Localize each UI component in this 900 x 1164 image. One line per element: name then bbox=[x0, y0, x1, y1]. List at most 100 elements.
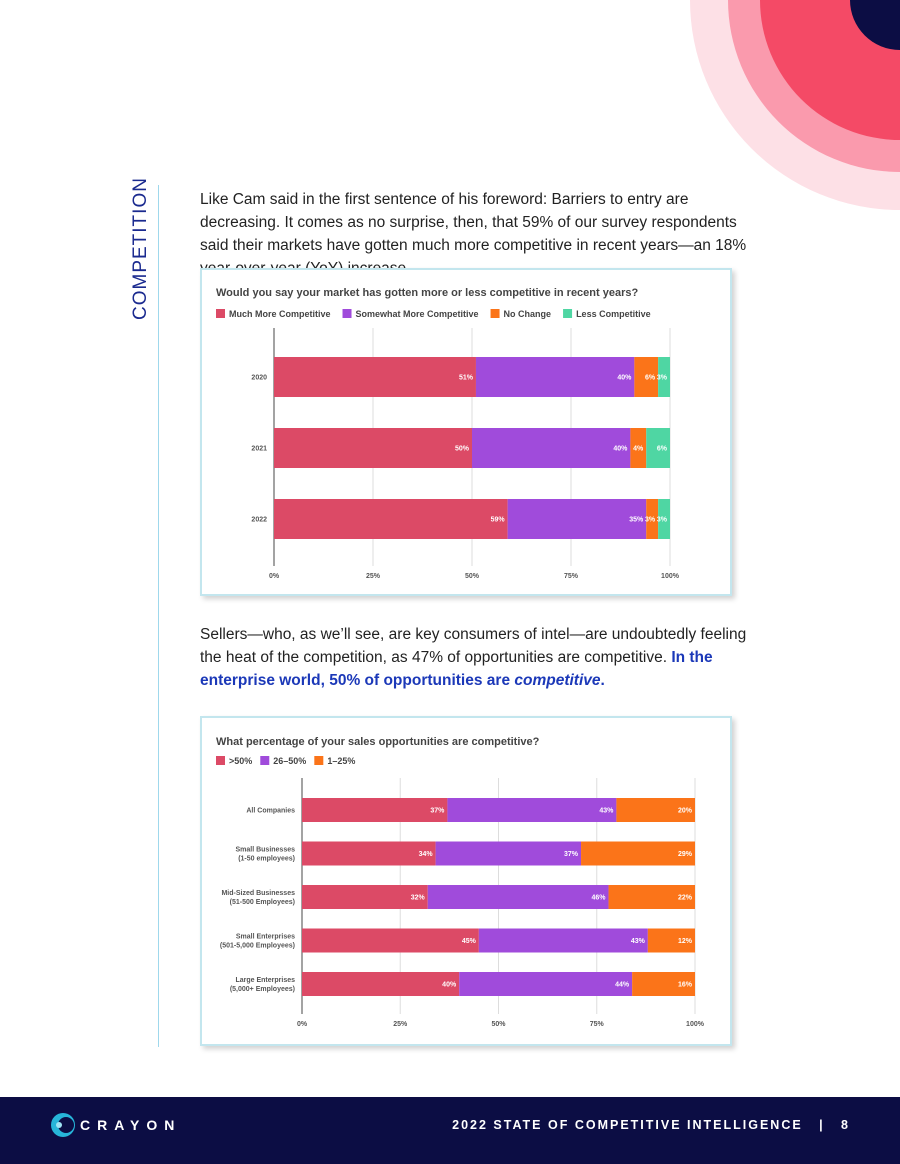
bar-segment bbox=[475, 357, 635, 397]
chart-market-competitiveness: Would you say your market has gotten mor… bbox=[216, 287, 680, 580]
legend-label: No Change bbox=[504, 309, 552, 319]
category-label: (1-50 employees) bbox=[238, 856, 295, 863]
bar-segment bbox=[274, 499, 508, 539]
data-label: 3% bbox=[645, 517, 656, 524]
intro-paragraph: Like Cam said in the first sentence of h… bbox=[200, 191, 747, 277]
x-tick-label: 0% bbox=[269, 573, 280, 580]
x-tick-label: 50% bbox=[491, 1021, 506, 1028]
x-tick-label: 50% bbox=[465, 573, 480, 580]
category-label: Small Enterprises bbox=[236, 934, 295, 941]
x-tick-label: 75% bbox=[590, 1021, 605, 1028]
bar-segment bbox=[581, 841, 695, 866]
side-rule bbox=[158, 185, 159, 1047]
bar-segment bbox=[435, 841, 582, 866]
category-label: Mid-Sized Businesses bbox=[221, 890, 295, 897]
category-label: 2022 bbox=[251, 517, 267, 524]
data-label: 6% bbox=[657, 446, 668, 453]
chart-sales-opportunities: What percentage of your sales opportunit… bbox=[216, 736, 705, 1028]
bar-segment bbox=[646, 499, 659, 539]
data-label: 22% bbox=[678, 895, 693, 902]
data-label: 34% bbox=[419, 851, 434, 858]
data-label: 44% bbox=[615, 982, 630, 989]
data-label: 51% bbox=[459, 375, 474, 382]
bar-segment bbox=[507, 499, 647, 539]
legend-swatch bbox=[342, 309, 352, 318]
legend-label: >50% bbox=[229, 756, 252, 766]
data-label: 59% bbox=[491, 517, 506, 524]
report-title: 2022 STATE OF COMPETITIVE INTELLIGENCE bbox=[452, 1118, 803, 1132]
bar-segment bbox=[616, 798, 695, 822]
data-label: 45% bbox=[462, 938, 477, 945]
bar-segment bbox=[274, 428, 472, 468]
bar-segment bbox=[302, 841, 436, 866]
legend-label: Much More Competitive bbox=[229, 309, 331, 319]
highlight-emphasis: competitive bbox=[514, 672, 601, 689]
footer-title: 2022 STATE OF COMPETITIVE INTELLIGENCE |… bbox=[452, 1118, 850, 1132]
bar-segment bbox=[302, 972, 460, 996]
bar-segment bbox=[646, 428, 670, 468]
bar-segment bbox=[427, 885, 609, 909]
highlight-text: In the enterprise world, 50% of opportun… bbox=[200, 649, 713, 689]
data-label: 6% bbox=[645, 375, 656, 382]
legend-label: 1–25% bbox=[327, 756, 355, 766]
category-label: (51-500 Employees) bbox=[230, 899, 295, 906]
x-tick-label: 100% bbox=[686, 1021, 705, 1028]
data-label: 37% bbox=[430, 808, 445, 815]
bar-segment bbox=[302, 928, 479, 953]
legend-swatch bbox=[314, 756, 324, 765]
bar-segment bbox=[459, 972, 633, 996]
sellers-paragraph: Sellers—who, as we’ll see, are key consu… bbox=[200, 623, 760, 692]
category-label: 2020 bbox=[251, 375, 267, 382]
data-label: 20% bbox=[678, 808, 693, 815]
sellers-text: Sellers—who, as we’ll see, are key consu… bbox=[200, 626, 747, 666]
data-label: 46% bbox=[592, 895, 607, 902]
legend-label: Somewhat More Competitive bbox=[356, 309, 479, 319]
category-label: (501-5,000 Employees) bbox=[220, 943, 295, 950]
data-label: 43% bbox=[631, 938, 646, 945]
category-label: Small Businesses bbox=[235, 847, 295, 854]
category-label: 2021 bbox=[251, 446, 267, 453]
legend-swatch bbox=[563, 309, 573, 318]
data-label: 40% bbox=[613, 446, 628, 453]
decorative-circles bbox=[690, 0, 900, 210]
bar-segment bbox=[302, 798, 448, 822]
data-label: 16% bbox=[678, 982, 693, 989]
bar-segment bbox=[658, 499, 670, 539]
data-label: 35% bbox=[629, 517, 644, 524]
data-label: 29% bbox=[678, 851, 693, 858]
data-label: 32% bbox=[411, 895, 426, 902]
section-label: COMPETITION bbox=[130, 177, 151, 320]
legend-swatch bbox=[490, 309, 500, 318]
bar-segment bbox=[632, 972, 695, 996]
category-label: (5,000+ Employees) bbox=[230, 986, 295, 993]
data-label: 37% bbox=[564, 851, 579, 858]
data-label: 43% bbox=[599, 808, 614, 815]
legend-label: Less Competitive bbox=[576, 309, 651, 319]
bar-segment bbox=[630, 428, 647, 468]
x-tick-label: 0% bbox=[297, 1021, 308, 1028]
bar-segment bbox=[647, 928, 695, 953]
bar-segment bbox=[274, 357, 476, 397]
x-tick-label: 100% bbox=[661, 573, 680, 580]
x-tick-label: 75% bbox=[564, 573, 579, 580]
legend-swatch bbox=[216, 756, 225, 765]
data-label: 12% bbox=[678, 938, 693, 945]
x-tick-label: 25% bbox=[393, 1021, 408, 1028]
x-tick-label: 25% bbox=[366, 573, 381, 580]
category-label: Large Enterprises bbox=[235, 977, 295, 984]
chart-card-competitiveness: Would you say your market has gotten mor… bbox=[200, 268, 732, 596]
legend-swatch bbox=[260, 756, 270, 765]
chart-card-opportunities: What percentage of your sales opportunit… bbox=[200, 716, 732, 1046]
bar-segment bbox=[478, 928, 648, 953]
chart-title: What percentage of your sales opportunit… bbox=[216, 736, 540, 748]
category-label: All Companies bbox=[246, 808, 295, 815]
bar-segment bbox=[658, 357, 670, 397]
data-label: 3% bbox=[657, 375, 668, 382]
crayon-logo-icon bbox=[51, 1113, 75, 1137]
page-number: 8 bbox=[841, 1118, 850, 1132]
footer-bar: CRAYON 2022 STATE OF COMPETITIVE INTELLI… bbox=[0, 1097, 900, 1164]
data-label: 3% bbox=[657, 517, 668, 524]
data-label: 40% bbox=[442, 982, 457, 989]
data-label: 4% bbox=[633, 446, 644, 453]
footer-separator: | bbox=[819, 1118, 825, 1132]
